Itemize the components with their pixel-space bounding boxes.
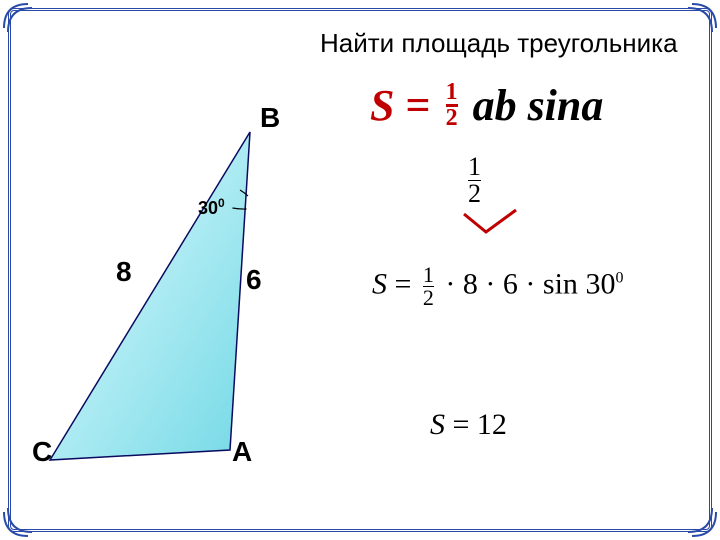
checkmark-icon — [460, 208, 520, 238]
vertex-label-A: A — [232, 436, 252, 468]
formula-equals: = — [405, 81, 430, 130]
angle-label-30: 300 — [198, 196, 225, 219]
side-length-8: 8 — [116, 256, 132, 288]
side-length-6: 6 — [246, 264, 262, 296]
formula-sina: sina — [528, 81, 604, 130]
slide-title: Найти площадь треугольника — [320, 28, 678, 59]
formula-ab: ab — [473, 81, 517, 130]
half-fraction: 1 2 — [468, 154, 481, 207]
result-line: S = 12 — [430, 408, 507, 442]
formula-half: 1 2 — [446, 82, 458, 130]
triangle-diagram — [30, 100, 330, 480]
formula-S: S — [370, 81, 394, 130]
vertex-label-C: C — [32, 436, 52, 468]
calculation-step: S = 1 2 · 8 · 6 · sin 300 — [372, 264, 623, 309]
vertex-label-B: B — [260, 102, 280, 134]
area-formula: S = 1 2 ab sina — [370, 80, 603, 134]
